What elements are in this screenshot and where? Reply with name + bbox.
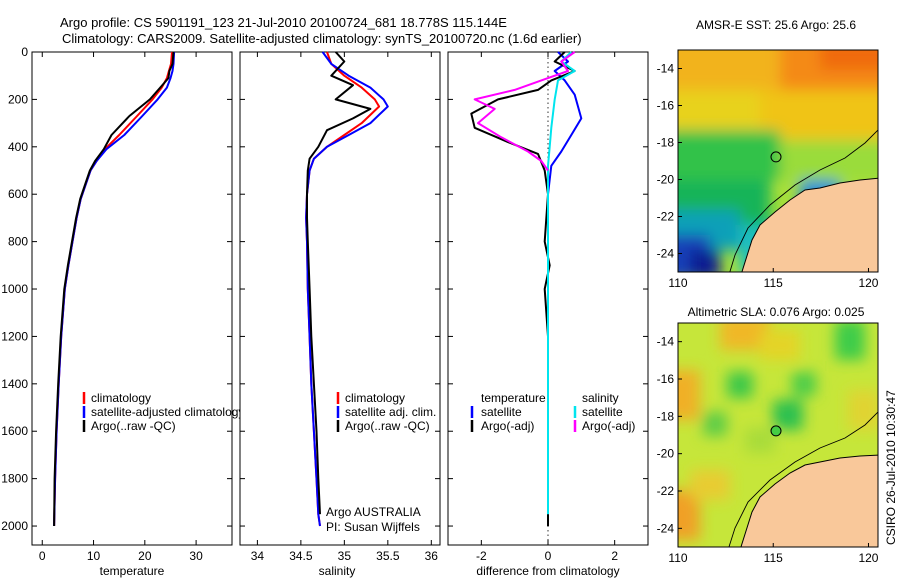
sla-map-x-tick-label: 115 bbox=[764, 551, 783, 565]
sla-map-land bbox=[740, 454, 878, 547]
sla-map-x-tick-label: 110 bbox=[668, 551, 687, 565]
salinity-annotation-pi: PI: Susan Wijffels bbox=[326, 520, 420, 534]
salinity-legend: climatology satellite adj. clim. Argo(..… bbox=[336, 391, 436, 433]
temperature-legend-satellite-adjusted: satellite-adjusted climatology bbox=[91, 405, 244, 419]
salinity-plot-frame bbox=[239, 51, 441, 546]
temperature-legend-argo: Argo(..raw -QC) bbox=[91, 419, 176, 433]
temperature-plot-frame bbox=[31, 51, 233, 546]
difference-legend-sal-satellite: satellite bbox=[582, 405, 623, 419]
sst-map-x-tick-label: 110 bbox=[668, 276, 687, 290]
temperature-x-axis-label: temperature bbox=[100, 564, 165, 578]
temperature-y-tick-label: 1600 bbox=[1, 424, 28, 438]
sst-map-x-tick-label: 115 bbox=[764, 276, 783, 290]
salinity-series-2 bbox=[306, 51, 372, 515]
sla-map-y-tick-label: -20 bbox=[657, 447, 675, 461]
temperature-x-tick-label: 20 bbox=[138, 549, 152, 563]
difference-x-tick-label: 0 bbox=[545, 549, 552, 563]
salinity-x-tick-label: 34.5 bbox=[289, 549, 313, 563]
sla-map-y-tick-label: -16 bbox=[657, 372, 675, 386]
sla-map-panel: Altimetric SLA: 0.076 Argo: 0.025 110 1 bbox=[657, 305, 879, 565]
difference-series-3 bbox=[473, 51, 576, 172]
difference-x-tick-label: -2 bbox=[476, 549, 487, 563]
sst-map-y-tick-label: -14 bbox=[657, 62, 675, 76]
difference-series-2 bbox=[547, 51, 576, 515]
temperature-y-tick-label: 2000 bbox=[1, 519, 28, 533]
difference-legend-temperature-title: temperature bbox=[481, 391, 546, 405]
difference-legend-sal-argo: Argo(-adj) bbox=[582, 419, 635, 433]
sst-map-x-tick-label: 120 bbox=[858, 276, 878, 290]
temperature-y-tick-label: 600 bbox=[8, 187, 28, 201]
temperature-y-tick-label: 800 bbox=[8, 235, 28, 249]
temperature-y-tick-label: 1000 bbox=[1, 282, 28, 296]
sst-map-bathymetry-contour bbox=[729, 129, 878, 272]
temperature-y-tick-label: 0 bbox=[21, 45, 28, 59]
difference-panel: -2 0 2 difference from climatology tempera… bbox=[447, 51, 649, 578]
temperature-y-tick-label: 1800 bbox=[1, 472, 28, 486]
sst-map-y-tick-label: -20 bbox=[657, 173, 675, 187]
side-caption: CSIRO 26-Jul-2010 10:30:47 bbox=[884, 390, 898, 545]
salinity-panel: 34 34.5 35 35.5 36 salinity climatology sate… bbox=[239, 51, 441, 578]
sla-map-x-tick-label: 120 bbox=[858, 551, 878, 565]
temperature-legend: climatology satellite-adjusted climatolo… bbox=[82, 391, 244, 433]
salinity-x-tick-label: 34 bbox=[251, 549, 265, 563]
temperature-x-tick-label: 0 bbox=[39, 549, 46, 563]
difference-x-axis-label: difference from climatology bbox=[476, 564, 619, 578]
salinity-annotation-argo-australia: Argo AUSTRALIA bbox=[326, 505, 421, 519]
temperature-series-2 bbox=[53, 51, 175, 527]
temperature-legend-climatology: climatology bbox=[91, 391, 151, 405]
difference-legend-temp-argo: Argo(-adj) bbox=[481, 419, 534, 433]
sst-map-title: AMSR-E SST: 25.6 Argo: 25.6 bbox=[696, 18, 856, 32]
temperature-x-tick-label: 10 bbox=[87, 549, 101, 563]
salinity-legend-satellite: satellite adj. clim. bbox=[345, 405, 436, 419]
salinity-legend-argo: Argo(..raw -QC) bbox=[345, 419, 430, 433]
sst-map-land bbox=[741, 177, 878, 272]
sla-map-y-tick-label: -14 bbox=[657, 335, 675, 349]
temperature-y-tick-label: 400 bbox=[8, 140, 28, 154]
difference-legend-salinity-title: salinity bbox=[582, 391, 619, 405]
temperature-y-tick-label: 1200 bbox=[1, 329, 28, 343]
sst-map-y-tick-label: -18 bbox=[657, 136, 675, 150]
sst-map-argo-marker bbox=[770, 151, 782, 163]
salinity-x-tick-label: 35 bbox=[338, 549, 352, 563]
sst-map-frame bbox=[677, 49, 879, 273]
sla-map-y-tick-label: -22 bbox=[657, 484, 675, 498]
sst-map-y-tick-label: -24 bbox=[657, 247, 675, 261]
temperature-y-tick-label: 200 bbox=[8, 92, 28, 106]
salinity-legend-climatology: climatology bbox=[345, 391, 405, 405]
sla-map-y-tick-label: -24 bbox=[657, 521, 675, 535]
sst-map-panel: AMSR-E SST: 25.6 Argo: 25.6 1 bbox=[657, 18, 879, 290]
salinity-x-axis-label: salinity bbox=[319, 564, 356, 578]
sst-map-y-tick-label: -22 bbox=[657, 210, 675, 224]
sla-map-image bbox=[678, 323, 878, 547]
sst-map-y-tick-label: -16 bbox=[657, 99, 675, 113]
difference-x-tick-label: 2 bbox=[611, 549, 618, 563]
sst-map-image bbox=[678, 50, 878, 272]
difference-legend-temp-satellite: satellite bbox=[481, 405, 522, 419]
salinity-x-tick-label: 35.5 bbox=[376, 549, 400, 563]
temperature-y-tick-label: 1400 bbox=[1, 377, 28, 391]
salinity-series-1 bbox=[305, 51, 389, 527]
temperature-x-tick-label: 30 bbox=[189, 549, 203, 563]
temperature-panel: 0 10 20 30 0 200 400 600 800 1000 1200 1400 1600 1800… bbox=[1, 45, 244, 578]
sla-map-y-tick-label: -18 bbox=[657, 409, 675, 423]
sla-map-argo-marker bbox=[770, 425, 782, 437]
sla-map-bathymetry-contour bbox=[728, 411, 878, 547]
sla-map-frame bbox=[677, 322, 879, 548]
salinity-x-tick-label: 36 bbox=[425, 549, 439, 563]
header-line-1: Argo profile: CS 5901191_123 21-Jul-2010… bbox=[60, 15, 507, 30]
sla-map-title: Altimetric SLA: 0.076 Argo: 0.025 bbox=[688, 305, 865, 319]
header-line-2: Climatology: CARS2009. Satellite-adjuste… bbox=[62, 31, 582, 46]
difference-legend: temperature satellite Argo(-adj) salinit… bbox=[470, 391, 635, 433]
